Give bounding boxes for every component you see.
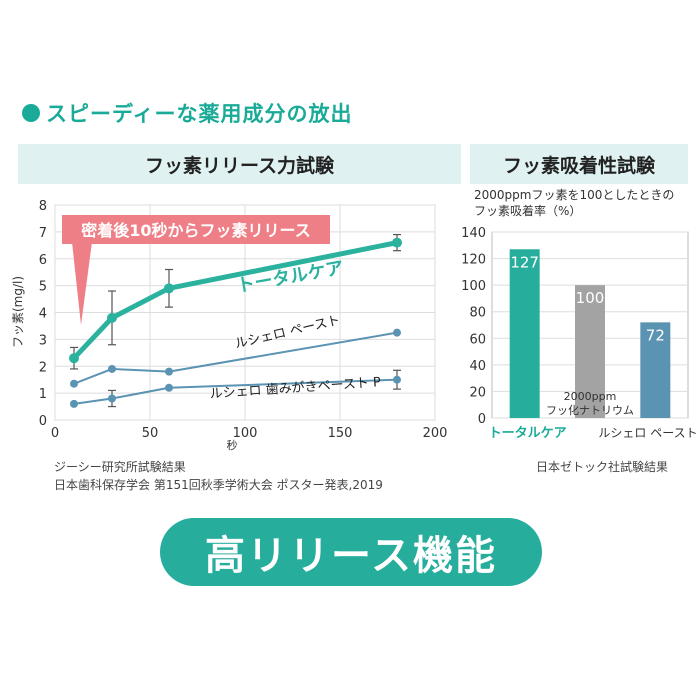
bar-2 (640, 322, 671, 418)
series-point-2 (70, 399, 78, 408)
adsorption-subtitle-line2: フッ素吸着率（%） (474, 204, 582, 218)
series-point-0 (69, 353, 79, 364)
bar-y-tick-label: 100 (461, 279, 486, 294)
callout-pointer (72, 242, 92, 325)
line-y-tick-label: 0 (39, 414, 47, 429)
series-point-1 (70, 379, 78, 388)
line-x-tick-label: 100 (233, 426, 258, 441)
series-point-2 (108, 394, 116, 403)
bar-category-label: フッ化ナトリウム (546, 403, 634, 417)
callout-box (62, 215, 330, 244)
callout-text: 密着後10秒からフッ素リリース (80, 221, 310, 240)
release-test-title: フッ素リリース力試験 (18, 144, 461, 184)
line-y-tick-label: 8 (39, 199, 47, 214)
series-point-0 (164, 283, 174, 294)
high-release-banner: 高リリース機能 (160, 518, 542, 586)
series-point-0 (392, 237, 402, 248)
line-y-tick-label: 5 (39, 280, 47, 295)
series-point-2 (393, 375, 401, 384)
series-point-0 (107, 312, 117, 323)
bar-y-tick-label: 120 (461, 253, 486, 268)
series-line-1 (73, 331, 398, 385)
bar-value-label: 127 (510, 253, 539, 271)
bar-category-label: ルシェロ ペースト (598, 426, 697, 440)
series-point-1 (108, 364, 116, 373)
line-x-tick-label: 50 (142, 426, 159, 441)
adsorption-subtitle-line1: 2000ppmフッ素を100としたときの (474, 188, 675, 202)
line-x-tick-label: 200 (423, 426, 448, 441)
footnote-zettoc: 日本ゼトック社試験結果 (536, 460, 669, 474)
line-x-axis-label: 秒 (227, 438, 238, 452)
bar-y-tick-label: 140 (461, 226, 486, 241)
series-point-1 (393, 328, 401, 337)
line-y-axis-label: フッ素(mg/l) (11, 276, 25, 348)
line-x-tick-label: 150 (328, 426, 353, 441)
footnote-conference: 日本歯科保存学会 第151回秋季学術大会 ポスター発表,2019 (54, 478, 383, 492)
line-y-tick-label: 6 (39, 253, 47, 268)
bullet-dot-icon (22, 104, 40, 122)
adsorption-test-title: フッ素吸着性試験 (470, 144, 688, 184)
headline-text: スピーディーな薬用成分の放出 (46, 102, 353, 126)
bar-category-label: 2000ppm (564, 390, 617, 403)
footnote-lab: ジーシー研究所試験結果 (54, 460, 186, 474)
bar-value-label: 100 (576, 289, 605, 307)
bar-y-tick-label: 60 (469, 332, 486, 347)
bar-y-tick-label: 40 (469, 359, 486, 374)
bar-1 (575, 285, 605, 418)
bar-value-label: 72 (646, 326, 665, 344)
line-y-tick-label: 3 (39, 333, 47, 348)
line-y-tick-label: 2 (39, 360, 47, 375)
bar-y-tick-label: 20 (469, 385, 486, 400)
line-y-tick-label: 7 (39, 226, 47, 241)
series-line-0 (72, 240, 398, 360)
bar-0 (509, 249, 540, 418)
series-line-2 (73, 378, 398, 405)
bar-category-label: トータルケア (489, 426, 567, 441)
line-x-tick-label: 0 (51, 426, 59, 441)
bar-y-tick-label: 80 (469, 306, 486, 321)
series-point-2 (165, 383, 173, 392)
line-y-tick-label: 1 (39, 387, 47, 402)
line-y-tick-label: 4 (39, 307, 47, 322)
headline: スピーディーな薬用成分の放出 (22, 98, 353, 128)
bar-y-tick-label: 0 (478, 412, 486, 427)
series-point-1 (165, 367, 173, 376)
